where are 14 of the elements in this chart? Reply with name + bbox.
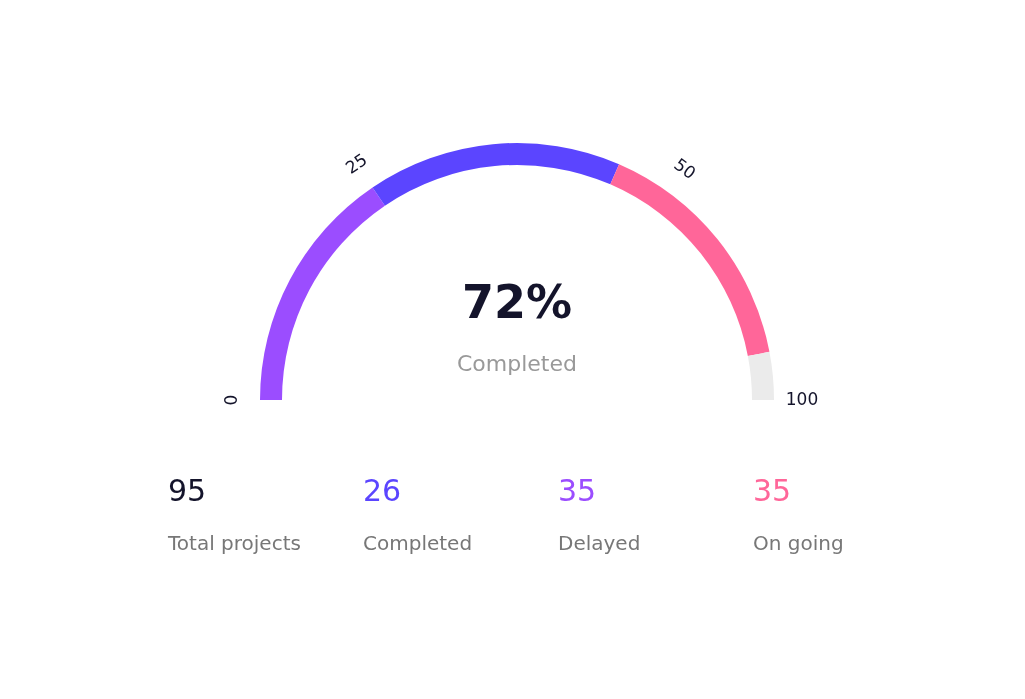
text: 0	[221, 394, 241, 406]
text: Completed	[457, 351, 577, 376]
text: 100	[785, 389, 819, 409]
text: Total projects	[167, 531, 301, 555]
text: 50	[670, 154, 700, 184]
text: Delayed	[558, 531, 641, 555]
text: Completed	[363, 531, 473, 555]
text: 25	[341, 149, 371, 178]
text: 95	[168, 473, 207, 508]
text: 35	[558, 473, 597, 508]
text: 26	[363, 473, 402, 508]
text: 35	[753, 473, 792, 508]
text: 72%	[461, 275, 573, 329]
text: On going	[753, 531, 844, 555]
